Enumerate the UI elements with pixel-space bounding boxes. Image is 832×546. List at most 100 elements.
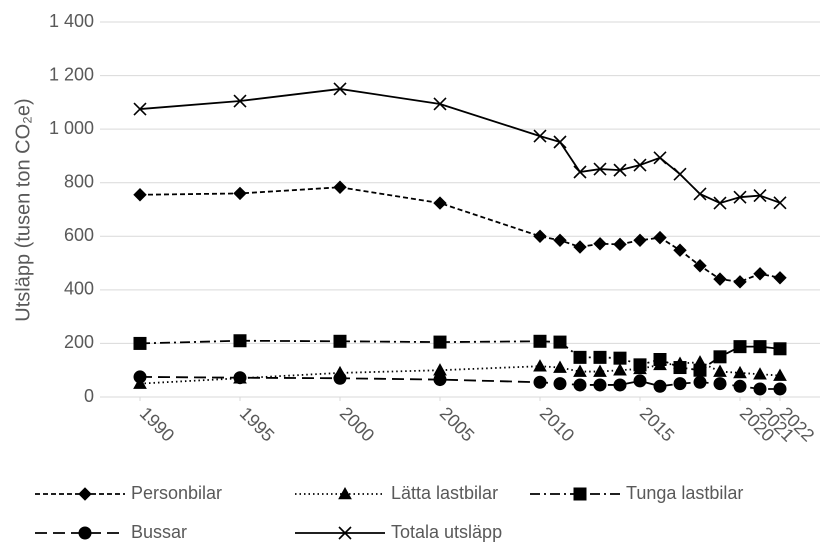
marker — [733, 379, 747, 393]
marker — [693, 375, 707, 389]
marker — [533, 359, 547, 372]
legend-label: Lätta lastbilar — [391, 483, 498, 503]
marker — [573, 378, 587, 392]
marker — [713, 364, 727, 377]
marker — [233, 334, 247, 348]
y-tick-label: 1 200 — [49, 64, 94, 84]
marker — [673, 243, 687, 257]
legend-label: Bussar — [131, 522, 187, 542]
marker — [553, 360, 567, 373]
marker — [713, 350, 727, 364]
marker — [733, 340, 747, 354]
marker — [593, 162, 607, 176]
marker — [433, 335, 447, 349]
marker — [633, 358, 647, 372]
marker — [133, 188, 147, 202]
marker — [713, 377, 727, 391]
y-tick-label: 1 000 — [49, 118, 94, 138]
x-tick-label: 1995 — [236, 403, 278, 445]
marker — [573, 165, 587, 179]
marker — [613, 351, 627, 365]
marker — [593, 364, 607, 377]
marker — [573, 364, 587, 377]
legend-item: Tunga lastbilar — [530, 483, 743, 503]
marker — [613, 378, 627, 392]
marker — [733, 190, 747, 204]
marker — [133, 102, 147, 116]
marker — [673, 361, 687, 375]
marker — [133, 370, 147, 384]
marker — [78, 487, 92, 501]
legend-label: Tunga lastbilar — [626, 483, 743, 503]
y-tick-label: 800 — [64, 171, 94, 191]
marker — [773, 271, 787, 285]
series-line — [139, 361, 781, 385]
marker — [713, 196, 727, 210]
y-tick-label: 1 400 — [49, 11, 94, 31]
marker — [133, 336, 147, 350]
marker — [593, 237, 607, 251]
marker — [673, 167, 687, 181]
marker — [333, 334, 347, 348]
marker — [553, 377, 567, 391]
marker — [338, 526, 352, 540]
marker — [633, 233, 647, 248]
marker — [753, 189, 767, 203]
y-tick-label: 400 — [64, 279, 94, 299]
marker — [533, 129, 547, 143]
marker — [653, 353, 667, 366]
legend-item: Personbilar — [35, 483, 222, 503]
marker — [233, 94, 247, 108]
marker — [333, 82, 347, 96]
y-tick-label: 600 — [64, 225, 94, 245]
marker — [773, 368, 787, 381]
x-tick-label: 2000 — [336, 403, 378, 445]
legend-item: Bussar — [35, 522, 187, 542]
marker — [573, 487, 587, 501]
y-tick-label: 0 — [84, 386, 94, 406]
marker — [233, 371, 247, 385]
marker — [693, 259, 707, 273]
marker — [573, 350, 587, 364]
marker — [333, 180, 347, 194]
y-axis-title: Utsläpp (tusen ton CO₂e) — [12, 98, 34, 321]
marker — [653, 151, 667, 165]
marker — [593, 378, 607, 392]
marker — [633, 158, 647, 172]
marker — [433, 97, 447, 111]
marker — [233, 186, 247, 201]
marker — [753, 340, 767, 354]
marker — [753, 367, 767, 380]
marker — [553, 233, 567, 248]
x-tick-label: 2005 — [436, 403, 478, 445]
marker — [693, 187, 707, 201]
marker — [593, 350, 607, 364]
marker — [533, 375, 547, 389]
marker — [653, 379, 667, 393]
x-tick-label: 1990 — [136, 403, 178, 445]
marker — [773, 196, 787, 210]
marker — [613, 237, 627, 252]
series-line — [139, 186, 781, 283]
marker — [338, 486, 352, 500]
marker — [733, 275, 747, 289]
marker — [693, 363, 707, 377]
marker — [613, 363, 627, 376]
marker — [773, 382, 787, 396]
marker — [553, 335, 567, 349]
x-tick-label: 2015 — [636, 403, 678, 445]
marker — [433, 196, 447, 210]
legend-label: Totala utsläpp — [391, 522, 502, 542]
marker — [553, 135, 567, 149]
marker — [613, 163, 627, 177]
marker — [773, 342, 787, 356]
y-tick-label: 200 — [64, 332, 94, 352]
marker — [653, 230, 667, 245]
marker — [573, 240, 587, 254]
marker — [753, 267, 767, 281]
legend-label: Personbilar — [131, 483, 222, 503]
marker — [753, 382, 767, 396]
legend-item: Lätta lastbilar — [295, 483, 498, 503]
marker — [533, 229, 547, 243]
marker — [633, 374, 647, 388]
